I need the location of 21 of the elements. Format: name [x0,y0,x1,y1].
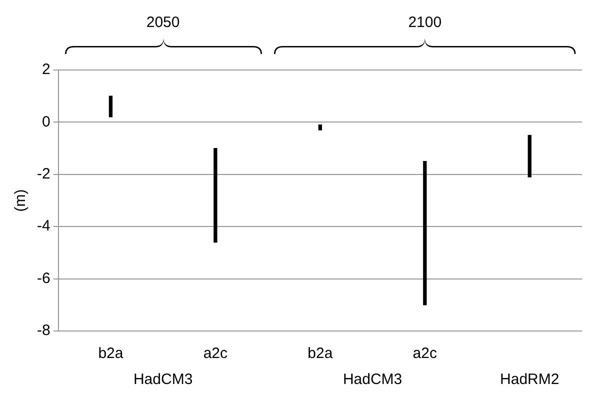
y-tick-label: -8 [36,322,50,340]
text: HadRM2 [499,371,560,388]
text: HadCM3 [342,371,404,388]
x-tick-label: a2c [412,345,438,362]
y-tick-label: -4 [36,218,50,235]
text: HadCM3 [132,371,194,388]
y-tick-label: -2 [36,166,50,183]
x-tick-label: a2c [203,345,228,362]
y-tick-label: -6 [36,270,50,287]
y-tick-label: 0 [42,113,50,130]
text: 2100 [407,14,443,31]
y-axis-title: (m) [12,189,30,212]
y-tick-label: 2 [42,61,50,78]
bar [214,148,218,243]
x-tick-label: b2a [308,345,334,362]
bar [108,96,113,118]
x-tick-label: b2a [98,345,124,362]
bar [528,134,532,178]
bar [318,124,322,130]
text: 2050 [145,14,181,31]
bar [423,161,427,306]
